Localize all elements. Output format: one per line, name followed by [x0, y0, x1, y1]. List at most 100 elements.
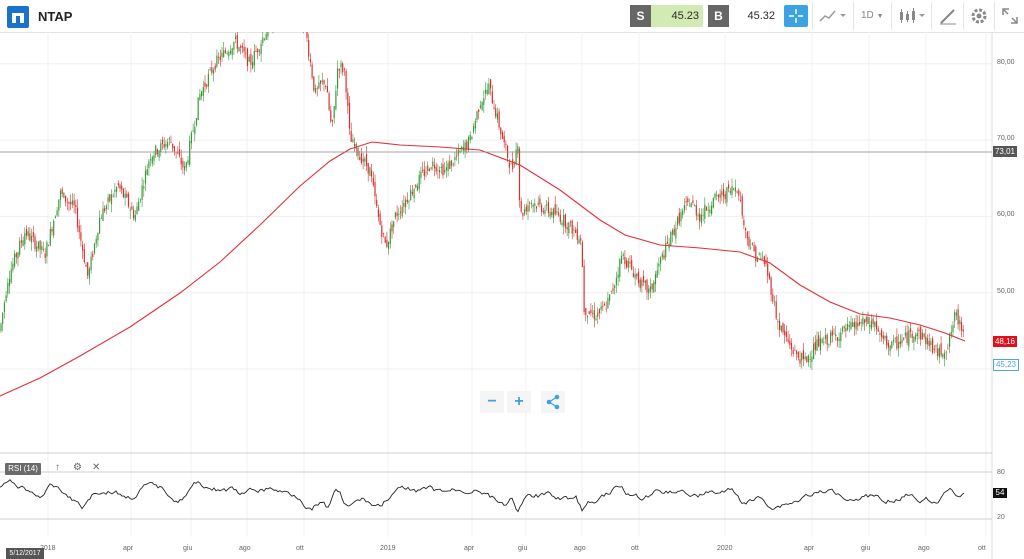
candle-body: [811, 356, 813, 363]
candle-body: [364, 158, 366, 162]
price-chart[interactable]: [0, 32, 1024, 559]
candle-body: [835, 334, 837, 337]
candle-body: [937, 348, 939, 357]
candle-body: [580, 238, 582, 241]
crosshair-button[interactable]: [784, 5, 808, 27]
candle-body: [418, 175, 420, 189]
candle-body: [779, 321, 781, 330]
candle-body: [7, 282, 9, 294]
candle-body: [556, 211, 558, 213]
zoom-in-button[interactable]: +: [507, 391, 531, 413]
candle-body: [335, 90, 337, 110]
candle-body: [644, 280, 646, 283]
candle-body: [920, 326, 922, 340]
candle-body: [192, 130, 194, 132]
candle-body: [707, 209, 709, 211]
candle-body: [813, 343, 815, 359]
candle-body: [869, 325, 871, 327]
candle-body: [695, 205, 697, 216]
candle-body: [187, 160, 189, 164]
candle-body: [782, 323, 784, 333]
candle-body: [544, 210, 546, 214]
candle-body: [711, 205, 713, 214]
buy-price[interactable]: 45.32: [729, 5, 779, 27]
candle-body: [797, 352, 799, 358]
candle-body: [804, 356, 806, 360]
candle-body: [474, 120, 476, 129]
candle-body: [821, 338, 823, 343]
candle-body: [546, 204, 548, 206]
candle-body: [517, 146, 519, 154]
candle-body: [469, 134, 471, 141]
candle-body: [97, 232, 99, 241]
candle-body: [58, 199, 60, 211]
candle-body: [129, 209, 131, 211]
candle-body: [493, 107, 495, 110]
close-icon[interactable]: ✕: [92, 462, 101, 473]
candle-body: [95, 238, 97, 244]
candle-body: [569, 221, 572, 223]
move-up-icon[interactable]: ↑: [55, 462, 60, 473]
candle-body: [585, 308, 587, 316]
candle-body: [360, 153, 362, 164]
candle-body: [189, 140, 191, 165]
candle-body: [437, 170, 439, 172]
toolbar-divider: [812, 2, 813, 30]
candle-body: [398, 213, 400, 215]
moving-average-line: [0, 141, 966, 397]
candle-body: [320, 80, 322, 84]
candle-body: [224, 50, 226, 53]
candle-body: [542, 210, 544, 213]
draw-button[interactable]: [937, 5, 959, 27]
candle-body: [818, 335, 820, 347]
candle-body: [874, 322, 876, 327]
candle-body: [552, 208, 555, 219]
candle-body: [93, 243, 96, 254]
candle-body: [942, 354, 944, 357]
candle-body: [627, 260, 629, 268]
candle-body: [741, 195, 743, 216]
candle-body: [54, 216, 56, 219]
share-icon: [546, 394, 560, 410]
x-tick-label: 2019: [380, 545, 396, 552]
buy-button[interactable]: B: [708, 5, 729, 27]
candle-body: [190, 132, 192, 144]
candle-body: [690, 203, 692, 208]
candle-body: [639, 279, 641, 289]
candles-button[interactable]: [897, 5, 927, 27]
candle-body: [537, 202, 539, 205]
candle-body: [626, 260, 628, 268]
candle-body: [170, 141, 172, 143]
candle-body: [124, 193, 126, 199]
candle-body: [386, 239, 388, 248]
candle-body: [802, 350, 804, 360]
candle-body: [37, 241, 39, 249]
candle-body: [734, 187, 736, 192]
candle-body: [107, 197, 109, 203]
candle-body: [836, 337, 838, 341]
rsi-settings-icon[interactable]: ⚙: [73, 462, 82, 473]
candle-body: [748, 236, 750, 247]
candle-body: [828, 344, 830, 346]
candle-body: [597, 312, 599, 317]
candle-body: [685, 201, 687, 203]
candle-body: [848, 325, 850, 327]
candle-body: [229, 50, 232, 54]
candle-body: [413, 189, 415, 199]
candle-body: [68, 202, 70, 204]
sell-price[interactable]: 45.23: [651, 5, 703, 27]
candle-body: [309, 58, 311, 63]
candle-body: [100, 217, 102, 219]
candle-body: [442, 164, 444, 176]
sell-button[interactable]: S: [630, 5, 651, 27]
rsi-indicator-label[interactable]: RSI (14): [5, 463, 41, 475]
fullscreen-button[interactable]: [999, 5, 1021, 27]
share-button[interactable]: [541, 391, 565, 413]
y-tick-label: 80,00: [997, 58, 1015, 66]
timeframe-button[interactable]: 1D ▼: [861, 5, 887, 27]
candle-body: [904, 332, 906, 336]
candle-body: [209, 68, 211, 70]
zoom-out-button[interactable]: −: [480, 391, 504, 413]
settings-button[interactable]: [968, 5, 990, 27]
chart-type-button[interactable]: [818, 5, 848, 27]
